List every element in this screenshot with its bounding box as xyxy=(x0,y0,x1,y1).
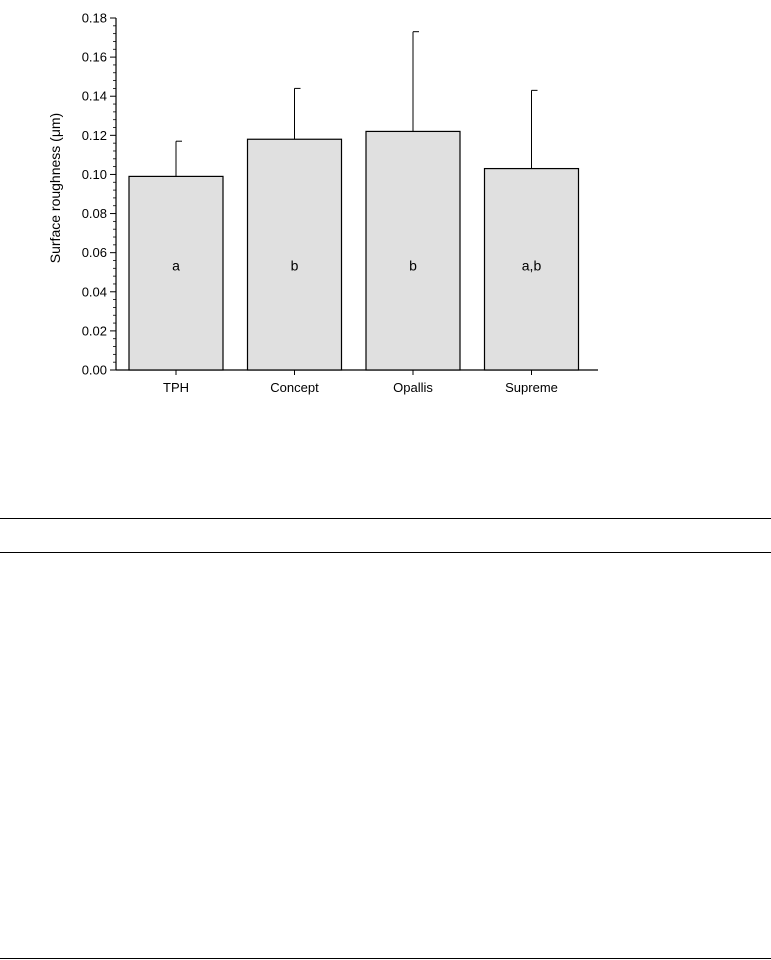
bar xyxy=(128,175,224,371)
y-tick-label: 0.12 xyxy=(82,128,107,143)
table-top-rule xyxy=(0,518,771,519)
x-category-label: Opallis xyxy=(393,380,433,395)
y-axis-title: Surface roughness (μm) xyxy=(47,113,63,263)
y-tick-label: 0.06 xyxy=(82,245,107,260)
y-tick-label: 0.02 xyxy=(82,323,107,338)
y-tick-label: 0.00 xyxy=(82,363,107,378)
bar xyxy=(483,167,580,371)
y-tick-label: 0.10 xyxy=(82,167,107,182)
y-tick-label: 0.14 xyxy=(82,89,107,104)
significance-label: b xyxy=(291,257,299,273)
x-category-label: Supreme xyxy=(505,380,558,395)
significance-label: a,b xyxy=(522,257,542,273)
table-header-rule xyxy=(0,552,771,553)
table-bottom-rule xyxy=(0,958,771,959)
y-tick-label: 0.04 xyxy=(82,284,107,299)
x-category-label: TPH xyxy=(163,380,189,395)
bar xyxy=(246,138,343,371)
y-tick-label: 0.18 xyxy=(82,11,107,26)
bar xyxy=(365,130,461,371)
significance-label: b xyxy=(409,257,417,273)
x-category-label: Concept xyxy=(270,380,319,395)
y-tick-label: 0.08 xyxy=(82,206,107,221)
y-tick-label: 0.16 xyxy=(82,50,107,65)
significance-label: a xyxy=(172,257,180,273)
